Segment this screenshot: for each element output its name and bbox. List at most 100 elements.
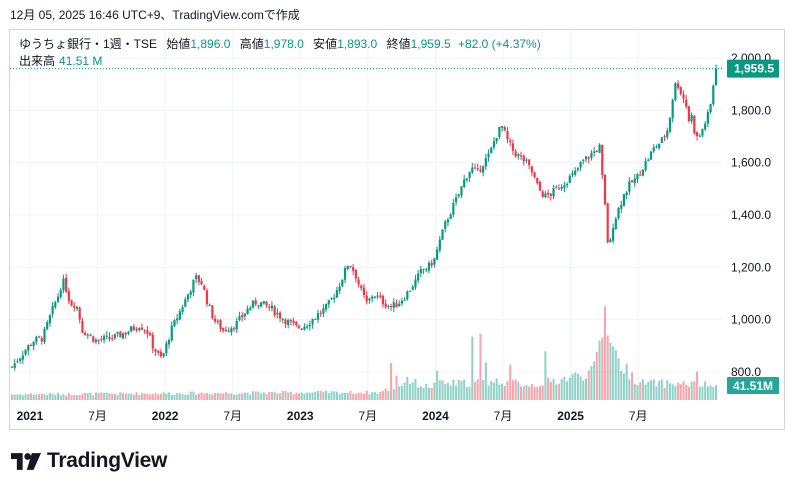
volume-bar [333, 391, 336, 400]
volume-bar [701, 386, 704, 400]
candle-body [511, 143, 515, 151]
candle-body [547, 192, 550, 195]
candle-body [452, 203, 455, 215]
candle-body [306, 326, 309, 328]
volume-bar [249, 394, 252, 400]
volume-bar [606, 335, 609, 400]
candle-body [473, 167, 477, 169]
volume-bar [709, 385, 712, 400]
volume-bar [224, 392, 227, 400]
volume-bar [668, 383, 671, 400]
volume-bar [433, 382, 436, 400]
candle-body [574, 170, 577, 175]
volume-bar [446, 382, 449, 400]
volume-bar [54, 394, 57, 400]
volume-bar [514, 379, 517, 400]
candle-body [213, 318, 217, 322]
volume-bar [352, 393, 355, 400]
candle-body [24, 350, 27, 355]
volume-bar [298, 393, 301, 400]
volume-bar [235, 394, 238, 400]
candle-body [303, 326, 306, 330]
volume-bar [100, 392, 103, 400]
candle-body [687, 106, 691, 122]
candle-body [630, 180, 634, 183]
volume-bar [395, 375, 398, 400]
candle-body [552, 188, 555, 197]
volume-bar [65, 395, 68, 400]
volume-bar [111, 393, 114, 400]
volume-bar [528, 386, 531, 400]
volume-bar [368, 394, 371, 400]
volume-bar [376, 393, 379, 400]
y-axis-ticks: 800.0 1,000.0 1,200.0 1,400.0 1,600.0 1,800.0… [731, 51, 771, 379]
candle-body [549, 194, 552, 196]
volume-bar [140, 393, 143, 400]
candle-body [655, 146, 658, 148]
volume-bar [103, 392, 106, 400]
candle-body [35, 336, 38, 342]
y-tick-label: 800.0 [731, 365, 761, 379]
candle-body [59, 290, 62, 297]
last-price-tag: 1,959.5 [727, 59, 779, 78]
candle-body [387, 305, 390, 307]
volume-bar [124, 393, 127, 400]
volume-bar [414, 379, 417, 400]
ohlc-legend: ゆうちょ銀行・1週・TSE 始値1,896.0 高値1,978.0 安値1,89… [19, 35, 541, 52]
candle-body [27, 345, 30, 351]
open-value: 1,896.0 [190, 37, 231, 51]
volume-bar [62, 394, 65, 400]
candle-body [56, 296, 60, 302]
tradingview-logo[interactable]: TradingView [11, 449, 167, 473]
candle-body [75, 307, 79, 309]
chart-frame[interactable] [9, 29, 785, 430]
volume-bar [300, 392, 303, 400]
volume-bar [682, 381, 685, 400]
candle-body [246, 308, 249, 315]
candle-body [557, 188, 561, 190]
last-price-tag-bg [727, 59, 779, 78]
symbol-name[interactable]: ゆうちょ銀行・1週・TSE [19, 37, 158, 51]
volume-bar [541, 385, 544, 400]
volume-bar [357, 392, 360, 400]
volume-bar [658, 380, 661, 400]
candle-body [460, 186, 463, 196]
volume-bar [363, 393, 365, 400]
volume-bar [533, 386, 536, 400]
volume-bar [476, 379, 479, 400]
candle-body [525, 159, 528, 161]
volume-bar [641, 379, 644, 400]
volume-bar [284, 390, 287, 400]
volume-bar [671, 384, 674, 400]
volume-bar [157, 394, 160, 400]
volume-bar [105, 392, 108, 400]
candle-body [430, 262, 433, 266]
candle-body [333, 297, 336, 300]
volume-bar [563, 376, 566, 400]
volume-bar [387, 390, 390, 400]
volume-bar [652, 379, 655, 400]
candle-body [441, 229, 444, 240]
volume-bar [113, 393, 116, 400]
candle-body [498, 126, 501, 138]
y-tick-label: 1,600.0 [731, 156, 771, 170]
candle-body [468, 171, 471, 178]
volume-bar [436, 370, 439, 400]
candle-body [712, 85, 715, 105]
volume-bar [617, 358, 620, 400]
volume-bar [609, 342, 612, 400]
volume-bar [595, 351, 598, 400]
candle-body [314, 318, 317, 320]
candle-body [568, 176, 571, 183]
candle-body [10, 366, 14, 368]
volume-bar [365, 390, 368, 400]
volume-bar [170, 394, 173, 400]
volume-bar [130, 393, 133, 400]
volume-bar [289, 391, 292, 400]
volume-bar [168, 392, 171, 400]
y-tick-label: 1,200.0 [731, 260, 771, 274]
candle-body [330, 298, 333, 300]
candle-body [146, 330, 149, 335]
candle-body [178, 311, 181, 320]
